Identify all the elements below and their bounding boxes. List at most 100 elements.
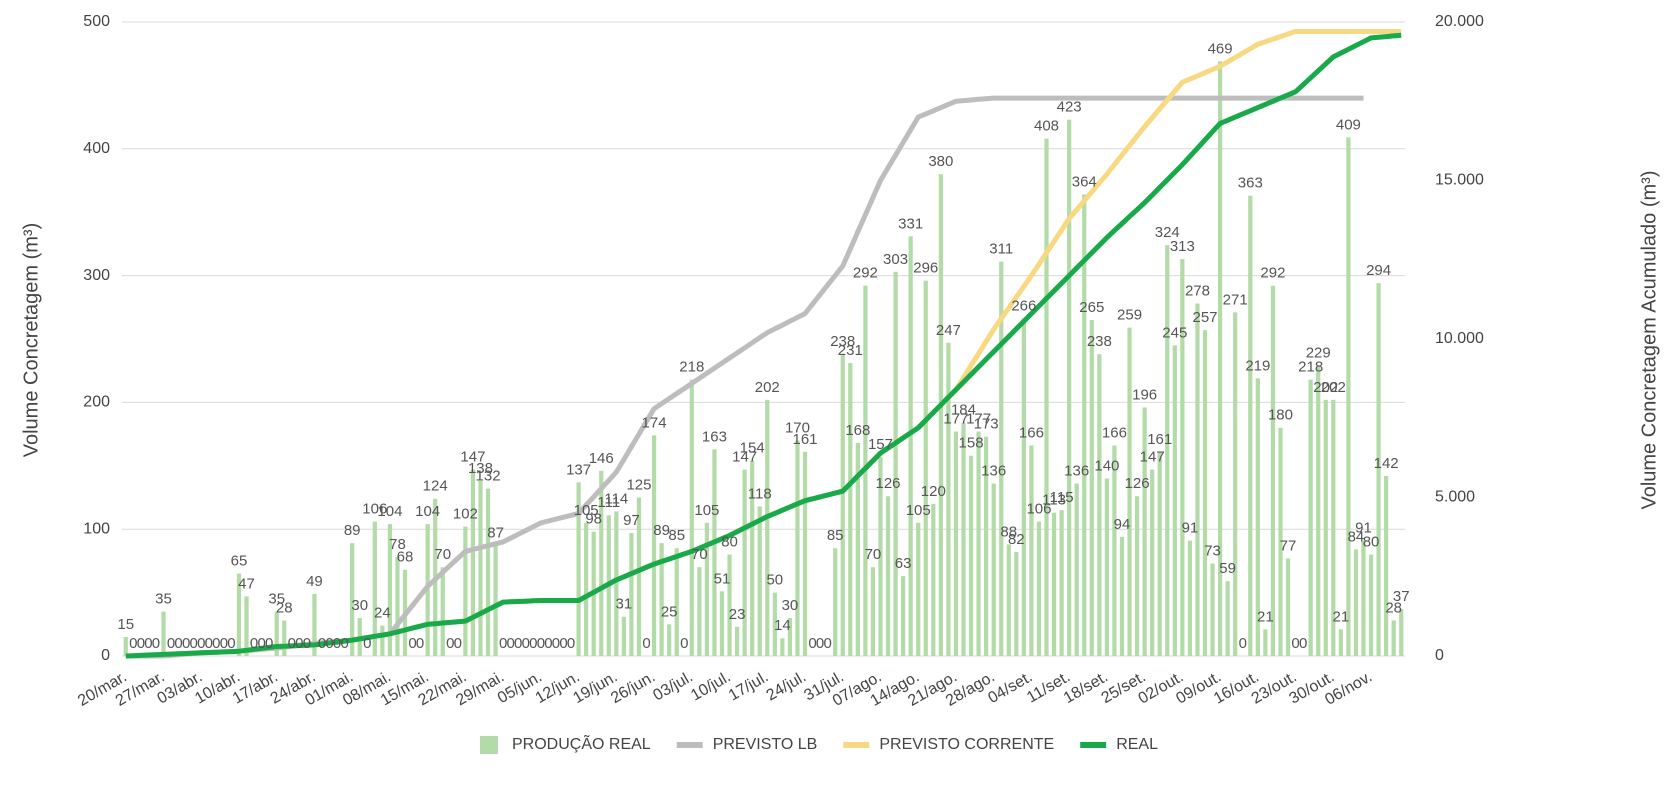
data-label: 68: [397, 549, 414, 566]
data-label: 147: [460, 449, 485, 466]
bar: [1180, 259, 1185, 656]
bar: [1082, 194, 1087, 656]
bar: [1142, 407, 1147, 656]
data-label: 202: [1313, 379, 1338, 396]
data-label: 202: [1321, 379, 1346, 396]
data-label: 292: [853, 265, 878, 282]
bar: [1006, 544, 1011, 656]
bar: [1097, 354, 1102, 656]
data-label: 15: [117, 616, 134, 633]
bar: [659, 543, 664, 656]
line: [125, 29, 1402, 659]
data-label: 292: [1260, 265, 1285, 282]
data-label: 118: [748, 485, 772, 502]
data-label: 0: [416, 635, 424, 652]
data-label: 313: [1170, 238, 1195, 255]
data-label: 0: [499, 635, 507, 652]
data-label: 0: [642, 635, 650, 652]
y-axis-title: Volume Concretagem (m³): [20, 223, 42, 458]
bar: [727, 554, 732, 656]
data-label: 0: [680, 635, 688, 652]
data-label: 89: [344, 522, 361, 539]
y-tick-label: 300: [83, 267, 110, 284]
legend-swatch: [480, 736, 498, 754]
bar: [1263, 629, 1268, 656]
data-label: 113: [1042, 492, 1066, 509]
data-label: 0: [197, 635, 205, 652]
data-label: 78: [389, 536, 406, 553]
data-label: 0: [325, 635, 333, 652]
bar: [1150, 469, 1155, 656]
data-label: 0: [1291, 635, 1299, 652]
bar: [772, 592, 777, 656]
bar: [780, 638, 785, 656]
data-label: 80: [721, 534, 738, 551]
data-label: 238: [1087, 333, 1112, 350]
data-label: 0: [129, 635, 137, 652]
x-tick-label: 10/jul.: [688, 668, 733, 704]
bar: [878, 456, 883, 656]
data-label: 218: [1298, 359, 1323, 376]
bar: [395, 557, 400, 656]
data-label: 0: [1299, 635, 1307, 652]
bar: [387, 524, 393, 656]
bar: [1278, 427, 1283, 656]
bar: [440, 567, 445, 656]
data-label: 47: [238, 575, 255, 592]
bar: [614, 511, 619, 656]
x-tick-label: 03/jul.: [650, 668, 695, 704]
data-label: 84: [1348, 528, 1365, 545]
y-tick-label: 200: [83, 394, 110, 411]
data-label: 21: [1257, 608, 1274, 625]
data-label: 180: [1268, 407, 1293, 424]
bar: [1157, 451, 1162, 656]
bar: [576, 482, 581, 656]
data-label: 50: [766, 572, 783, 589]
data-label: 0: [408, 635, 416, 652]
legend-label: PREVISTO CORRENTE: [879, 736, 1054, 753]
legend-label: REAL: [1116, 736, 1158, 753]
data-label: 0: [816, 635, 824, 652]
data-label: 311: [989, 241, 1013, 258]
data-label: 120: [921, 483, 946, 500]
data-label: 0: [174, 635, 182, 652]
bar: [1248, 195, 1253, 656]
bar: [1376, 283, 1381, 656]
data-label: 184: [951, 402, 976, 419]
data-label: 30: [351, 597, 368, 614]
data-label: 0: [190, 635, 198, 652]
data-label: 97: [623, 512, 640, 529]
bar: [1399, 609, 1404, 656]
bar: [1172, 345, 1177, 656]
bar: [1308, 379, 1313, 656]
data-label: 0: [363, 635, 371, 652]
bar: [636, 497, 642, 656]
data-label: 0: [544, 635, 552, 652]
x-tick-label: 04/set.: [985, 668, 1035, 707]
data-label: 37: [1393, 588, 1410, 605]
data-label: 73: [1204, 542, 1221, 559]
data-label: 0: [529, 635, 537, 652]
line: [125, 32, 1402, 659]
data-label: 154: [740, 440, 765, 457]
data-label: 111: [597, 494, 620, 511]
data-label: 0: [446, 635, 454, 652]
data-label: 168: [845, 422, 870, 439]
data-label: 104: [377, 503, 402, 520]
data-label: 364: [1072, 173, 1097, 190]
bar: [599, 470, 604, 656]
data-label: 35: [155, 591, 172, 608]
bar: [1361, 540, 1366, 656]
bar: [478, 481, 483, 656]
y2-tick-label: 5.000: [1435, 489, 1475, 506]
bar: [1233, 312, 1238, 656]
data-label: 303: [883, 251, 908, 268]
bar: [493, 545, 498, 656]
data-label: 238: [830, 333, 855, 350]
x-tick-label: 24/jul.: [764, 668, 809, 704]
x-tick-label: 17/jul.: [726, 668, 771, 704]
data-label: 266: [1011, 298, 1036, 315]
bar: [901, 576, 906, 656]
data-label: 170: [785, 419, 810, 436]
data-label: 259: [1117, 307, 1142, 324]
